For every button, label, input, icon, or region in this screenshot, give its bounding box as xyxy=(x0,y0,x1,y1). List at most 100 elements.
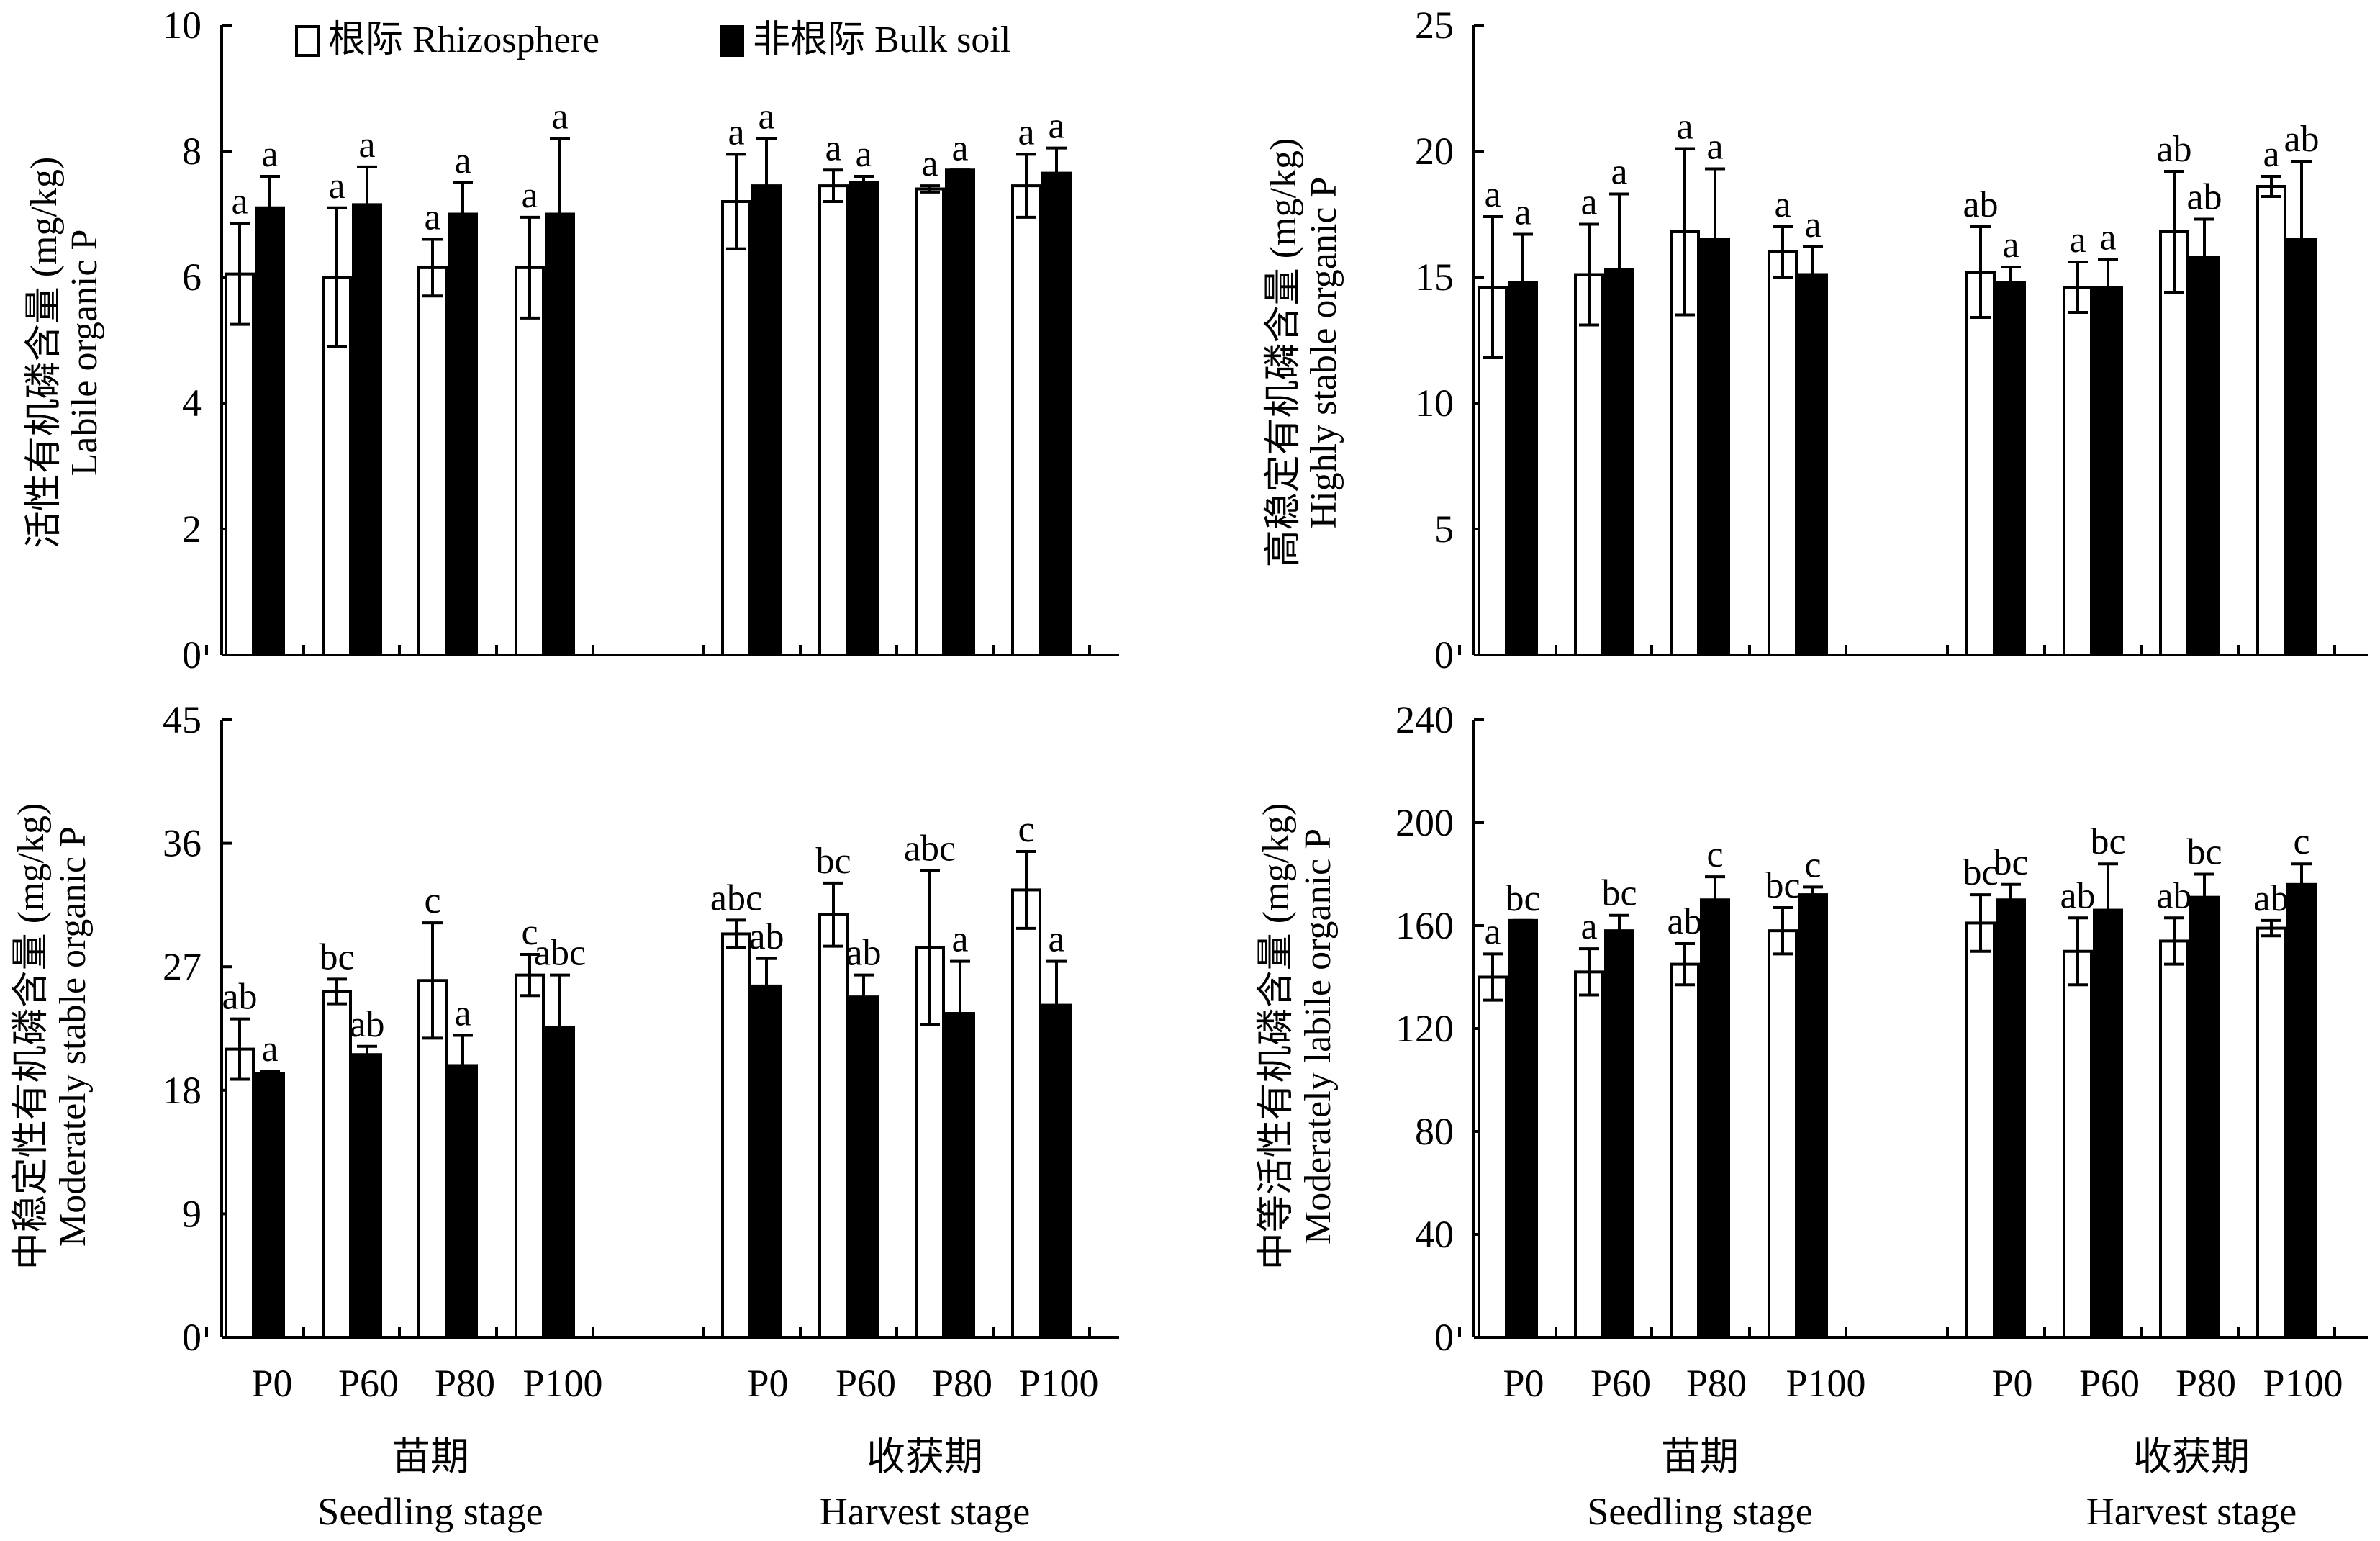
significance-letter: a xyxy=(1580,906,1597,947)
significance-letter: a xyxy=(758,96,774,137)
significance-letter: a xyxy=(1706,127,1723,168)
significance-letter: bc xyxy=(319,936,354,977)
significance-letter: a xyxy=(454,140,471,181)
bar-rhizosphere xyxy=(1011,888,1041,1339)
y-tick-label: 160 xyxy=(1395,904,1454,947)
stage-label-en: Harvest stage xyxy=(820,1490,1030,1533)
bar-rhizosphere xyxy=(721,932,751,1339)
significance-letter: c xyxy=(1804,844,1821,885)
bar-bulk-soil xyxy=(1996,281,2026,656)
significance-letter: a xyxy=(521,175,538,216)
bar-rhizosphere xyxy=(818,913,849,1339)
bar-bulk-soil xyxy=(255,1072,285,1339)
significance-letter: a xyxy=(951,127,968,168)
y-tick-label: 20 xyxy=(1415,130,1454,173)
y-tick-label: 5 xyxy=(1434,507,1454,551)
significance-letter: a xyxy=(551,96,568,137)
bar-rhizosphere xyxy=(1478,975,1508,1339)
x-tick-label: P0 xyxy=(251,1362,292,1405)
significance-letter: c xyxy=(2293,821,2309,862)
significance-letter: bc xyxy=(2090,821,2125,862)
y-tick-label: 6 xyxy=(182,256,202,299)
significance-letter: abc xyxy=(534,933,586,974)
significance-letter: ab xyxy=(846,933,881,974)
bar-bulk-soil xyxy=(1798,893,1828,1339)
bar-rhizosphere xyxy=(225,272,255,656)
y-tick-label: 10 xyxy=(1415,381,1454,425)
significance-letter: c xyxy=(521,912,538,953)
significance-letter: abc xyxy=(904,828,956,869)
bar-bulk-soil xyxy=(945,1012,975,1339)
significance-letter: c xyxy=(424,880,440,921)
bar-rhizosphere xyxy=(2256,926,2286,1339)
ylabel-zh-highly-stable: 高稳定有机磷含量 (mg/kg) xyxy=(1263,138,1304,568)
legend: 根际 Rhizosphere 非根际 Bulk soil xyxy=(295,19,1010,60)
significance-letter: a xyxy=(855,134,872,175)
significance-letter: ab xyxy=(2284,119,2319,160)
ylabel-en-moderately-labile: Moderately labile organic P xyxy=(1298,828,1339,1244)
significance-letter: abc xyxy=(710,877,762,918)
x-tick-label: P60 xyxy=(1591,1362,1651,1405)
x-tick-label: P80 xyxy=(932,1362,992,1405)
significance-letter: c xyxy=(1706,834,1723,875)
ylabel-zh-labile: 活性有机磷含量 (mg/kg) xyxy=(24,157,65,549)
y-tick-label: 8 xyxy=(182,130,202,173)
y-tick-label: 25 xyxy=(1415,4,1454,47)
significance-letter: a xyxy=(1484,174,1501,215)
significance-letter: a xyxy=(424,197,440,238)
stage-label-en: Seedling stage xyxy=(317,1490,543,1533)
stage-label-zh: 收获期 xyxy=(867,1435,983,1478)
significance-letter: a xyxy=(2263,134,2279,175)
significance-letter: ab xyxy=(222,977,257,1018)
bar-rhizosphere xyxy=(1965,921,1996,1339)
significance-letter: ab xyxy=(2060,875,2095,916)
bar-bulk-soil xyxy=(2286,882,2317,1339)
bar-bulk-soil xyxy=(945,168,975,656)
bar-bulk-soil xyxy=(849,181,879,656)
y-tick-label: 0 xyxy=(1434,633,1454,677)
x-tick-label: P100 xyxy=(2263,1362,2343,1405)
bar-rhizosphere xyxy=(417,266,448,656)
significance-letter: a xyxy=(454,993,471,1034)
bar-rhizosphere xyxy=(515,973,545,1339)
y-tick-label: 27 xyxy=(163,945,202,988)
bar-rhizosphere xyxy=(2256,185,2286,656)
x-tick-label: P0 xyxy=(1991,1362,2032,1405)
stage-label-zh: 收获期 xyxy=(2133,1435,2250,1478)
y-tick-label: 40 xyxy=(1415,1213,1454,1256)
panel-labile: 活性有机磷含量 (mg/kg) Labile organic P xyxy=(24,157,105,549)
significance-letter: a xyxy=(1676,107,1693,148)
bar-bulk-soil xyxy=(1996,898,2026,1339)
bar-bulk-soil xyxy=(1508,281,1538,656)
significance-letter: ab xyxy=(2253,878,2289,919)
bar-bulk-soil xyxy=(849,995,879,1339)
bar-rhizosphere xyxy=(322,990,352,1339)
bar-bulk-soil xyxy=(1041,171,1072,656)
significance-letter: ab xyxy=(2156,875,2191,916)
y-tick-label: 120 xyxy=(1395,1007,1454,1050)
bar-bulk-soil xyxy=(255,206,285,656)
y-tick-label: 15 xyxy=(1415,256,1454,299)
y-tick-label: 36 xyxy=(163,822,202,865)
y-tick-label: 0 xyxy=(1434,1316,1454,1359)
ylabel-zh-moderately-labile: 中等活性有机磷含量 (mg/kg) xyxy=(1256,803,1297,1270)
bar-bulk-soil xyxy=(751,984,782,1339)
bar-bulk-soil xyxy=(2093,286,2123,656)
bar-rhizosphere xyxy=(2063,949,2093,1339)
ylabel-en-moderately-stable: Moderately stable organic P xyxy=(53,826,94,1247)
panel-highly-stable: 高稳定有机磷含量 (mg/kg) Highly stable organic P xyxy=(1263,138,1344,568)
significance-letter: ab xyxy=(1667,901,1702,942)
x-tick-label: P80 xyxy=(1686,1362,1747,1405)
significance-letter: a xyxy=(825,127,841,168)
y-tick-label: 0 xyxy=(182,633,202,677)
x-stage-labels-left: 苗期 Seedling stage 收获期 Harvest stage xyxy=(317,1435,1030,1533)
ylabel-en-labile: Labile organic P xyxy=(64,230,105,476)
y-tick-label: 240 xyxy=(1395,698,1454,741)
bar-rhizosphere xyxy=(1011,184,1041,656)
bar-rhizosphere xyxy=(225,1047,255,1339)
bar-bulk-soil xyxy=(1604,929,1634,1339)
bar-bulk-soil xyxy=(448,212,478,656)
x-tick-label: P60 xyxy=(836,1362,896,1405)
